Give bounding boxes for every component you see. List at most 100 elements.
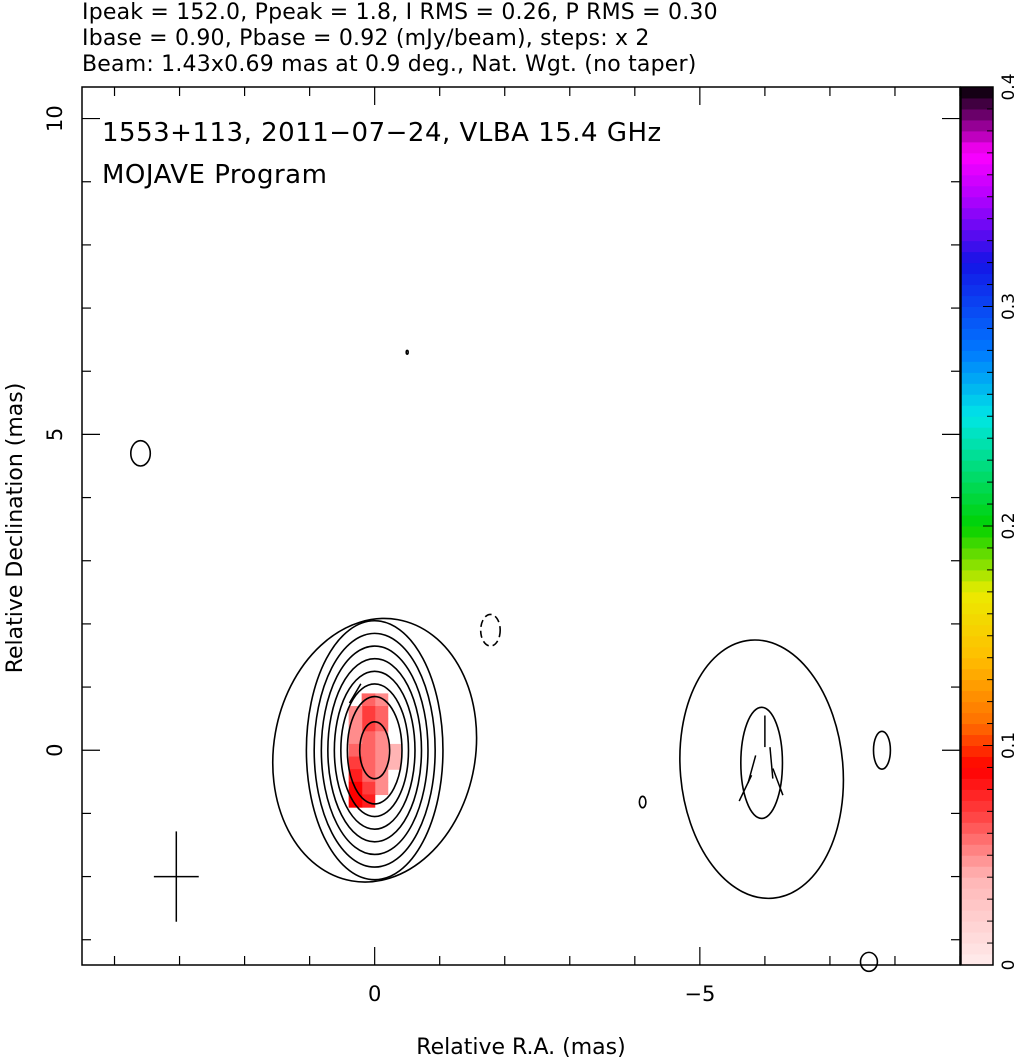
evpa-vector-layer [348, 683, 784, 802]
polarization-pixel [348, 731, 363, 745]
colorbar-segment [961, 229, 993, 242]
colorbar-segment [961, 767, 993, 779]
core-contour [305, 619, 444, 881]
colorbar-segment [961, 383, 993, 395]
colorbar-segment [961, 339, 993, 351]
colorbar-segment [961, 701, 993, 714]
colorbar-segment [961, 196, 993, 209]
x-tick-label: 0 [368, 982, 381, 1006]
core-contour [271, 617, 478, 883]
colorbar-segment [961, 405, 993, 417]
evpa-vector [348, 683, 362, 704]
colorbar-segment [961, 569, 993, 582]
colorbar-segment [961, 932, 993, 944]
contour-layer [129, 349, 892, 973]
small-contour [872, 730, 892, 770]
colorbar-segment [961, 745, 993, 757]
evpa-vector [769, 747, 774, 779]
evpa-vector [772, 768, 784, 796]
x-tick-label: −5 [684, 982, 715, 1006]
colorbar-segment [961, 613, 993, 626]
colorbar-segment [961, 833, 993, 845]
colorbar-segment [961, 657, 993, 670]
polarization-pixel [361, 781, 376, 796]
colorbar-segment [961, 877, 993, 889]
core-contour [320, 645, 429, 856]
colorbar-segment [961, 207, 993, 220]
colorbar-segment [961, 438, 993, 450]
colorbar-segment [961, 306, 993, 318]
colorbar-segment [961, 87, 993, 99]
colorbar-segment [961, 284, 993, 297]
colorbar-segment [961, 108, 993, 121]
colorbar-segment [961, 756, 993, 768]
polarization-pixel [374, 756, 389, 770]
plot-title: 1553+113, 2011−07−24, VLBA 15.4 GHz [102, 118, 662, 148]
colorbar-segment [961, 328, 993, 340]
colorbar-segment [961, 97, 993, 110]
colorbar-segment [961, 174, 993, 187]
core-contour [327, 657, 423, 843]
colorbar-segment [961, 690, 993, 703]
colorbar-segment [961, 624, 993, 637]
colorbar-tick-label: 0.3 [999, 293, 1019, 320]
colorbar-segment [961, 185, 993, 198]
colorbar-tick-label: 0.1 [999, 732, 1019, 759]
plot-background [82, 87, 960, 965]
colorbar-segment [961, 372, 993, 384]
colorbar-segment [961, 734, 993, 746]
colorbar-segment [961, 855, 993, 867]
colorbar-tick-label: 0.2 [999, 512, 1019, 539]
jet-contour [740, 706, 784, 820]
header-line-peaks: Ipeak = 152.0, Ppeak = 1.8, I RMS = 0.26… [82, 0, 718, 25]
header-line-base: Ibase = 0.90, Pbase = 0.92 (mJy/beam), s… [82, 26, 650, 51]
small-contour [129, 439, 152, 467]
polarization-pixel [374, 693, 389, 707]
colorbar-segment [961, 723, 993, 736]
polarization-pixel [361, 706, 376, 720]
colorbar-segment [961, 789, 993, 801]
colorbar-segment [961, 822, 993, 834]
colorbar-segment [961, 921, 993, 933]
polarization-pixel [348, 743, 363, 758]
colorbar-segment [961, 910, 993, 922]
polarization-intensity-layer [348, 693, 402, 808]
colorbar-segment [961, 602, 993, 615]
colorbar-segment [961, 943, 993, 955]
colorbar-segment [961, 712, 993, 725]
colorbar-segment [961, 493, 993, 505]
colorbar-segment [961, 317, 993, 329]
colorbar-segment [961, 130, 993, 143]
colorbar-segment [961, 888, 993, 900]
beam-marker-layer [153, 831, 199, 922]
x-axis-label: Relative R.A. (mas) [416, 1035, 625, 1060]
colorbar-segment [961, 152, 993, 165]
polarization-pixel [361, 794, 376, 808]
negative-contour [479, 613, 501, 647]
colorbar-ticks: 0 0.1 0.2 0.3 0.4 [983, 73, 1019, 970]
colorbar-segment [961, 262, 993, 275]
colorbar-segment [961, 273, 993, 286]
polarization-pixel [374, 706, 389, 720]
colorbar-segment [961, 800, 993, 812]
colorbar-segment [961, 460, 993, 472]
colorbar-segment [961, 394, 993, 406]
colorbar-segment [961, 536, 993, 549]
colorbar-segment [961, 547, 993, 560]
polarization-pixel [387, 756, 402, 770]
small-contour [859, 951, 879, 973]
colorbar-segment [961, 558, 993, 571]
axis-ticks: 0 −5 0 5 10 [43, 87, 961, 1006]
colorbar-segment [961, 416, 993, 428]
colorbar-segment [961, 471, 993, 483]
polarization-pixel [387, 743, 402, 758]
colorbar-segment [961, 361, 993, 373]
colorbar-segment [961, 811, 993, 823]
colorbar-segment [961, 591, 993, 604]
small-contour [405, 349, 409, 355]
polarization-pixel [361, 731, 376, 745]
colorbar-segment [961, 350, 993, 362]
colorbar-segment [961, 668, 993, 681]
colorbar-segment [961, 163, 993, 176]
colorbar-segment [961, 240, 993, 253]
